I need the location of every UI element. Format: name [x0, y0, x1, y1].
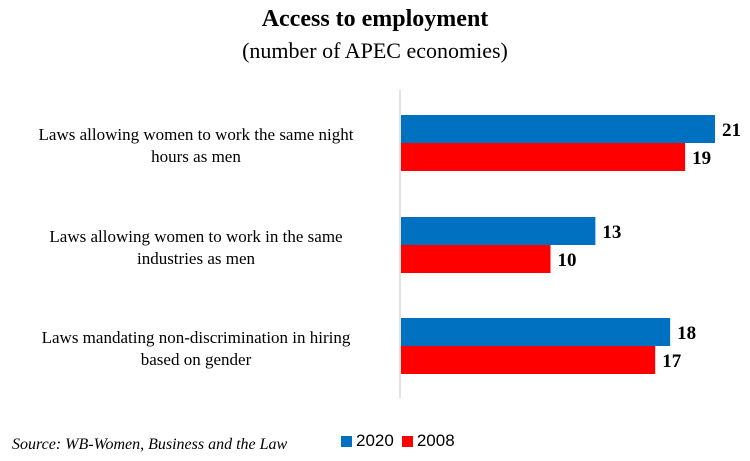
- category-label-0: Laws allowing women to work the same nig…: [39, 125, 354, 166]
- data-label-2008-0: 19: [692, 148, 711, 169]
- legend-item-2020: 2020: [341, 431, 394, 451]
- data-label-2020-0: 21: [722, 120, 741, 141]
- legend-label-2020: 2020: [356, 431, 394, 450]
- bar-2020-2: [401, 318, 671, 346]
- data-label-2008-1: 10: [558, 250, 577, 271]
- bar-2008-0: [401, 143, 686, 171]
- chart-title: Access to employment: [261, 6, 489, 32]
- legend-item-2008: 2008: [401, 431, 455, 451]
- chart-subtitle: (number of APEC economies): [242, 38, 508, 63]
- legend: 2020 2008: [341, 431, 463, 451]
- bar-2020-1: [401, 217, 596, 245]
- category-label-1: Laws allowing women to work in the same i…: [49, 227, 342, 268]
- data-label-2020-2: 18: [677, 323, 696, 344]
- data-label-2020-1: 13: [602, 222, 621, 243]
- bar-2008-1: [401, 245, 551, 273]
- legend-swatch-2020: [341, 435, 352, 447]
- data-label-2008-2: 17: [662, 351, 682, 372]
- bar-2008-2: [401, 346, 656, 374]
- legend-swatch-2008: [401, 435, 413, 447]
- category-label-2: Laws mandating non-discrimination in hir…: [42, 328, 351, 369]
- source-note: Source: WB-Women, Business and the Law: [12, 436, 288, 453]
- legend-label-2008: 2008: [416, 431, 455, 450]
- bar-2020-0: [401, 115, 715, 143]
